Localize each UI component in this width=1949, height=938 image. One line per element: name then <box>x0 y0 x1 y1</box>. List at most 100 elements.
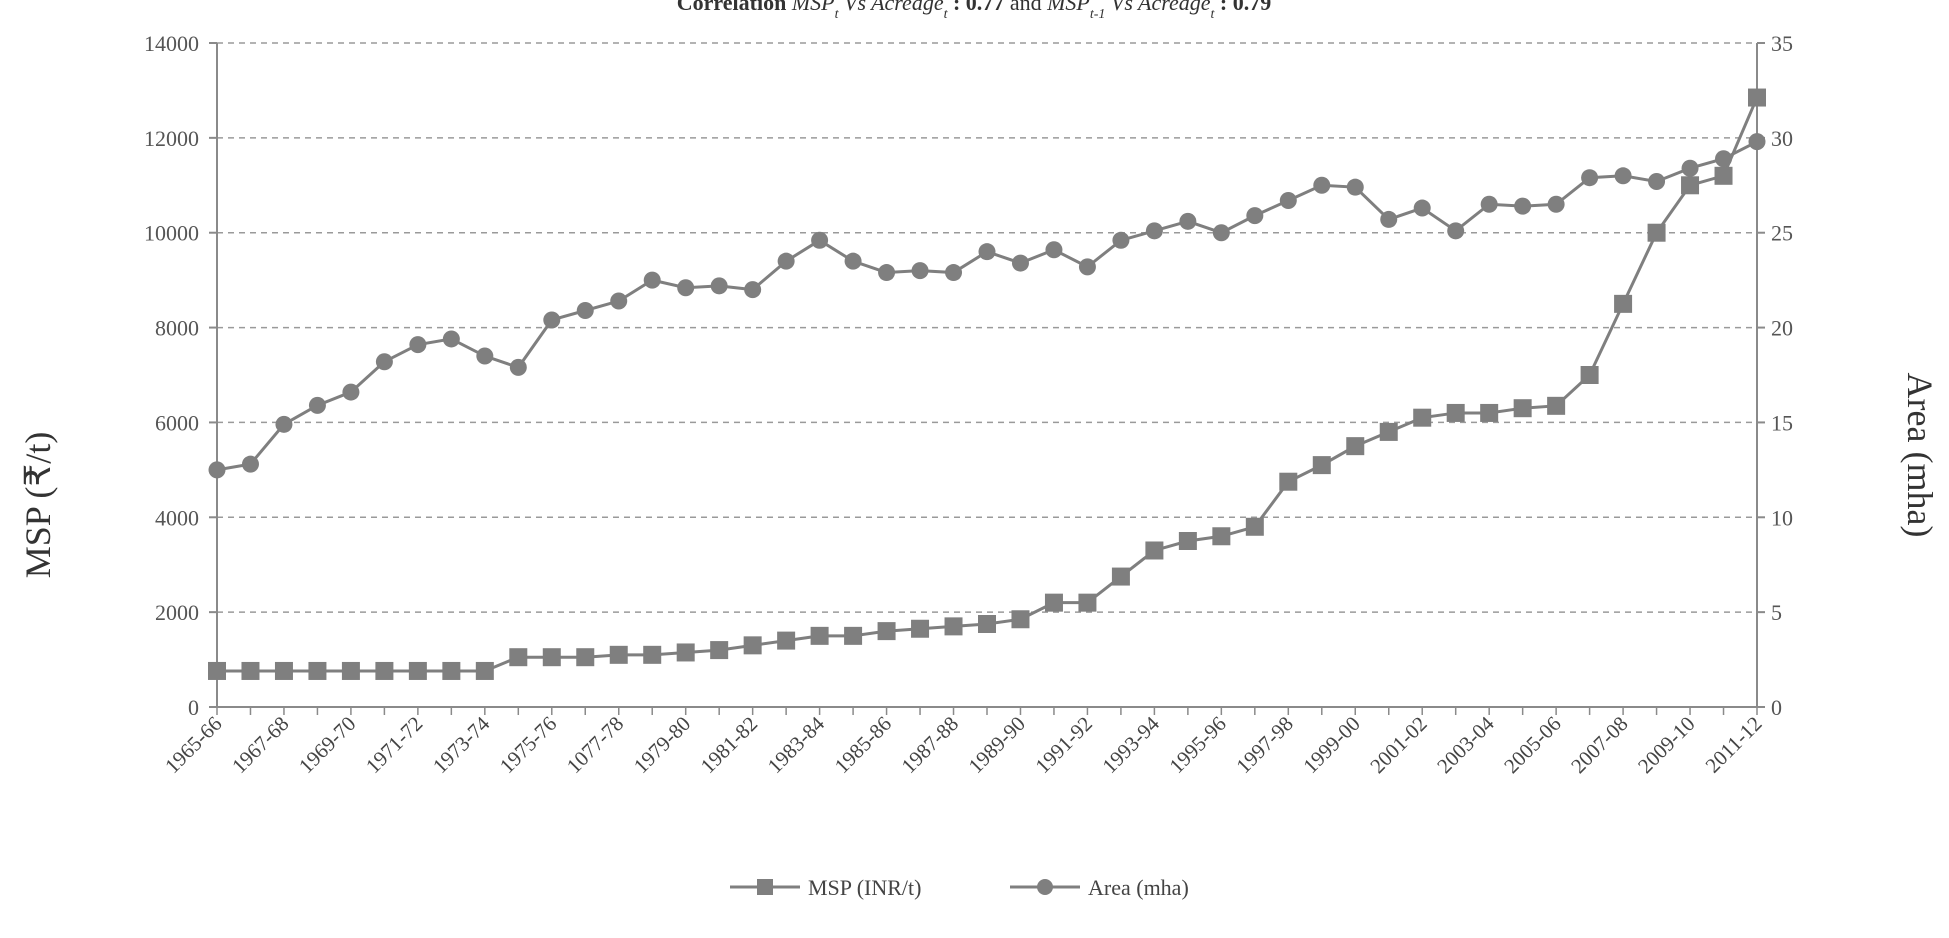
area-point-20 <box>878 264 896 282</box>
msp-point-24 <box>1011 610 1030 629</box>
series-1 <box>208 133 1766 479</box>
area-point-39 <box>1514 197 1532 215</box>
y2-tick-label-4: 20 <box>1771 316 1793 341</box>
x-tick-label-10: 1985-86 <box>830 712 896 778</box>
y-tick-label-7: 14000 <box>144 31 199 56</box>
x-tick-label-20: 2005-06 <box>1499 712 1565 778</box>
area-point-19 <box>844 252 862 270</box>
msp-point-45 <box>1714 166 1733 185</box>
area-point-10 <box>543 311 561 329</box>
chart-title: Correlation MSPt Vs Acreaget : 0.77 and … <box>677 0 1271 22</box>
area-point-15 <box>710 277 728 295</box>
msp-point-37 <box>1446 403 1465 422</box>
series-line-0 <box>217 96 1759 673</box>
msp-point-17 <box>777 631 796 650</box>
x-tick-label-7: 1979-80 <box>629 712 695 778</box>
x-tick-label-18: 2001-02 <box>1365 712 1431 778</box>
legend: MSP (INR/t) Area (mha) <box>730 875 1189 900</box>
x-axis-ticks: 1965-66 1967-68 1969-70 1971-72 1973-74 1975-… <box>160 707 1767 778</box>
y-tick-label-3: 6000 <box>155 410 199 435</box>
area-point-44 <box>1681 159 1699 177</box>
msp-point-40 <box>1547 396 1566 415</box>
msp-point-1 <box>241 661 260 680</box>
legend-item-area: Area (mha) <box>1010 875 1189 900</box>
left-axis-ticks: 0 2000 4000 6000 8000 10000 12000 14000 <box>144 31 217 720</box>
area-point-1 <box>241 455 259 473</box>
area-point-43 <box>1648 172 1666 190</box>
area-point-28 <box>1145 222 1163 240</box>
msp-point-46 <box>1748 88 1766 107</box>
y-tick-label-1: 2000 <box>155 600 199 625</box>
title-term1-vs-sub: t <box>944 7 949 22</box>
msp-point-9 <box>509 648 528 667</box>
series-layer <box>208 88 1766 680</box>
msp-point-16 <box>743 636 762 655</box>
area-point-32 <box>1279 191 1297 209</box>
area-point-30 <box>1212 224 1230 242</box>
msp-point-0 <box>208 661 226 680</box>
y2-tick-label-0: 0 <box>1771 695 1782 720</box>
area-point-37 <box>1447 222 1465 240</box>
area-point-7 <box>442 330 460 348</box>
title-term2-sub: t-1 <box>1090 7 1106 22</box>
msp-point-38 <box>1480 403 1499 422</box>
y-tick-label-0: 0 <box>188 695 199 720</box>
x-tick-label-9: 1983-84 <box>763 711 830 778</box>
msp-point-35 <box>1379 422 1398 441</box>
area-point-40 <box>1547 195 1565 213</box>
y2-tick-label-2: 10 <box>1771 505 1793 530</box>
x-tick-label-3: 1971-72 <box>361 712 427 778</box>
x-tick-label-21: 2007-08 <box>1566 712 1632 778</box>
area-point-14 <box>677 279 695 297</box>
area-point-13 <box>643 271 661 289</box>
msp-point-15 <box>710 641 729 660</box>
msp-point-44 <box>1681 176 1700 195</box>
area-point-38 <box>1480 195 1498 213</box>
y2-tick-label-7: 35 <box>1771 31 1793 56</box>
msp-point-23 <box>978 615 996 633</box>
msp-point-7 <box>442 661 461 680</box>
area-point-23 <box>978 243 996 261</box>
area-point-41 <box>1581 169 1599 187</box>
title-term1-sub: t <box>835 7 840 22</box>
area-point-6 <box>409 336 427 354</box>
x-tick-label-17: 1999-00 <box>1298 712 1364 778</box>
legend-item-msp: MSP (INR/t) <box>730 875 921 900</box>
area-point-3 <box>308 396 326 414</box>
msp-point-43 <box>1647 223 1666 242</box>
msp-point-20 <box>877 622 896 641</box>
y-tick-label-6: 12000 <box>144 126 199 151</box>
area-point-2 <box>275 415 293 433</box>
msp-point-13 <box>643 645 662 664</box>
y-tick-label-5: 10000 <box>144 221 199 246</box>
title-term2-vs-sub: t <box>1211 7 1216 22</box>
msp-point-30 <box>1212 527 1231 546</box>
x-tick-label-11: 1987-88 <box>897 712 963 778</box>
x-tick-label-19: 2003-04 <box>1432 711 1499 778</box>
area-point-46 <box>1748 133 1766 151</box>
area-point-9 <box>509 358 527 376</box>
x-tick-label-4: 1973-74 <box>428 711 495 778</box>
area-point-21 <box>911 262 929 280</box>
msp-point-29 <box>1178 532 1197 550</box>
area-point-45 <box>1715 150 1733 168</box>
area-point-4 <box>342 383 360 401</box>
msp-point-12 <box>609 645 628 664</box>
title-term2-vs: Vs Acreage <box>1105 0 1210 15</box>
area-point-24 <box>1011 254 1029 272</box>
area-point-35 <box>1380 210 1398 228</box>
msp-point-8 <box>475 661 494 680</box>
msp-point-42 <box>1614 294 1633 313</box>
msp-point-4 <box>341 661 360 680</box>
msp-point-39 <box>1513 399 1532 418</box>
area-point-18 <box>811 231 829 249</box>
title-term1-vs: Vs Acreage <box>839 0 944 15</box>
title-term1-value: : 0.77 <box>947 0 1004 15</box>
x-tick-label-14: 1993-94 <box>1097 711 1164 778</box>
area-point-31 <box>1246 207 1264 225</box>
msp-point-14 <box>676 643 695 662</box>
title-term1-var: MSP <box>791 0 835 15</box>
msp-point-2 <box>274 661 293 680</box>
msp-point-3 <box>308 661 327 680</box>
area-point-42 <box>1614 167 1632 185</box>
